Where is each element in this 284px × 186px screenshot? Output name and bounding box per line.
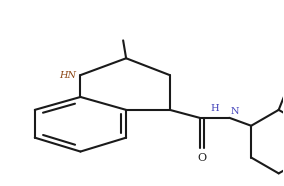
Text: O: O xyxy=(197,153,206,163)
Text: HN: HN xyxy=(59,71,76,80)
Text: N: N xyxy=(230,107,239,116)
Text: H: H xyxy=(210,104,219,113)
